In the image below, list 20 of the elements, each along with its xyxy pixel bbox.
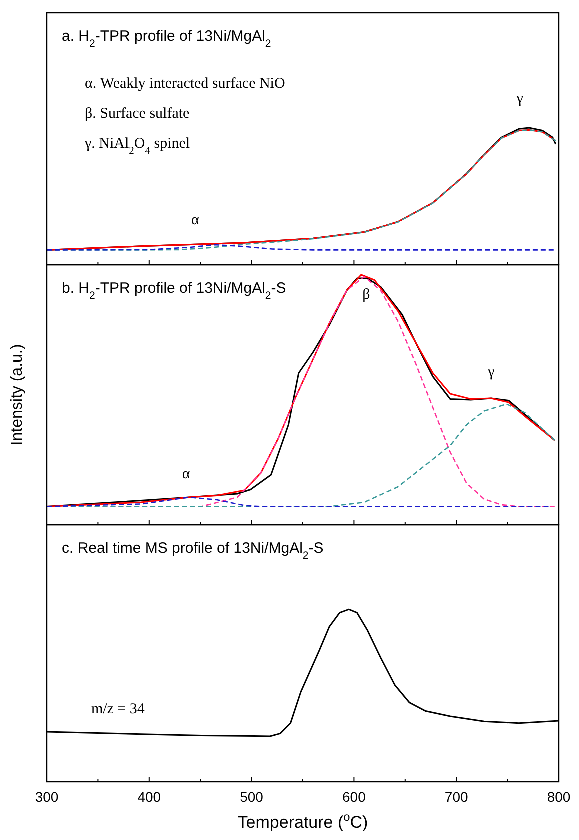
x-axis-title: Temperature ($^{o}$C): [238, 810, 368, 832]
annotation: γ: [487, 364, 496, 380]
chart-title: a. H$_{2}$-TPR profile of 13Ni/MgAl$_{2}$: [62, 28, 272, 50]
y-axis-title: Intensity (a.u.): [9, 344, 26, 446]
x-tick-label: 400: [138, 789, 162, 805]
annotation: α: [192, 212, 200, 228]
text: b. H$_{2}$-TPR profile of 13Ni/MgAl$_{2}$-S: [62, 280, 286, 302]
annotation: γ: [516, 91, 524, 108]
annotation: γ. NiAl$_{2}$O$_{4}$ spinel: [84, 136, 190, 156]
x-tick-label: 800: [547, 789, 571, 805]
x-tick-label: 500: [240, 789, 264, 805]
annotation: β: [362, 286, 370, 303]
x-tick-label: 700: [444, 789, 468, 805]
x-tick-label: 600: [342, 789, 366, 805]
chart-title: c. Real time MS profile of 13Ni/MgAl$_{2}$-S: [62, 540, 324, 562]
annotation: α: [182, 466, 190, 482]
x-tick-label: 300: [35, 789, 59, 805]
annotation: m/z = 34: [91, 701, 146, 718]
text: β. Surface sulfate: [85, 106, 190, 122]
text: α. Weakly interacted surface NiO: [85, 76, 286, 92]
